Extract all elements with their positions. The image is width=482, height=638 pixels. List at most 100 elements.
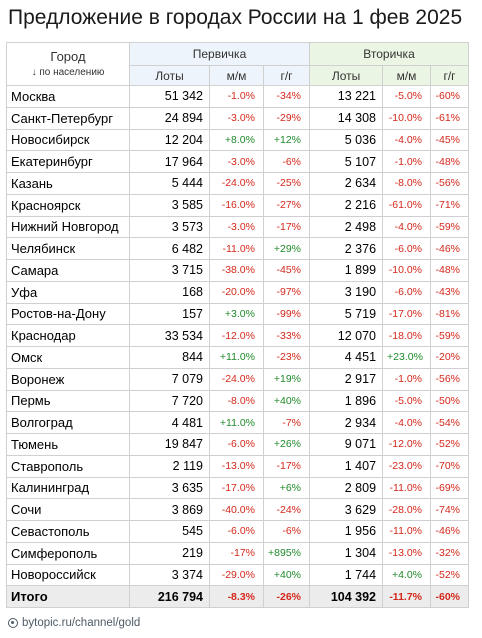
table-row: Уфа 168 -20.0% -97% 3 190 -6.0% -43% (6, 280, 470, 304)
cell-primary-yoy: +26% (262, 433, 311, 456)
cell-primary-lots: 3 869 (129, 498, 210, 521)
city-header-sort-note: ↓ по населению (31, 66, 105, 78)
cell-secondary-mom: -12.0% (382, 433, 432, 456)
cell-secondary-mom: -4.0% (382, 128, 432, 152)
footer-link[interactable]: bytopic.ru/channel/gold (22, 617, 141, 629)
cell-secondary-lots: 2 498 (309, 215, 384, 239)
table-row: Севастополь 545 -6.0% -6% 1 956 -11.0% -46% (6, 520, 470, 543)
cell-secondary-lots: 1 899 (309, 259, 384, 282)
cell-secondary-lots: 14 308 (309, 106, 384, 130)
city-name: Санкт-Петербург (6, 106, 130, 130)
cell-secondary-yoy: -54% (430, 411, 470, 434)
city-name: Тюмень (6, 433, 130, 456)
cell-secondary-lots: 2 917 (309, 367, 384, 391)
cell-secondary-yoy: -60% (430, 85, 470, 108)
cell-secondary-yoy: -52% (430, 433, 470, 456)
cell-primary-mom: -8.3% (209, 585, 264, 608)
table-row: Новороссийск 3 374 -29.0% +40% 1 744 +4.0% -52… (6, 563, 470, 587)
city-name: Ставрополь (6, 454, 130, 478)
cell-secondary-mom: +23.0% (382, 346, 432, 369)
cell-secondary-lots: 1 744 (309, 563, 384, 587)
cell-primary-mom: -16.0% (209, 193, 264, 217)
cell-primary-mom: +3.0% (209, 302, 264, 326)
cell-primary-lots: 24 894 (129, 106, 210, 130)
cell-primary-mom: -3.0% (209, 106, 264, 130)
column-header-primary-mom: м/м (209, 65, 264, 86)
city-name: Краснодар (6, 324, 130, 347)
cell-secondary-yoy: -43% (430, 280, 470, 304)
city-name: Казань (6, 172, 130, 195)
table-row: Нижний Новгород 3 573 -3.0% -17% 2 498 -4.0% -… (6, 215, 470, 239)
cell-primary-lots: 545 (129, 520, 210, 543)
cell-primary-mom: -29.0% (209, 563, 264, 587)
city-name: Самара (6, 259, 130, 282)
link-icon (8, 618, 18, 628)
city-name: Пермь (6, 389, 130, 413)
city-name: Волгоград (6, 411, 130, 434)
header-row-columns: Лоты м/м г/г Лоты м/м г/г (7, 65, 470, 86)
cell-primary-lots: 33 534 (129, 324, 210, 347)
table-row: Симферополь 219 -17% +895% 1 304 -13.0% -32% (6, 541, 470, 565)
cell-primary-lots: 12 204 (129, 128, 210, 152)
table-row: Казань 5 444 -24.0% -25% 2 634 -8.0% -56% (6, 172, 470, 195)
cell-primary-yoy: +40% (262, 563, 311, 587)
table-row: Санкт-Петербург 24 894 -3.0% -29% 14 308 -10.… (6, 106, 470, 130)
city-name: Новороссийск (6, 563, 130, 587)
cell-secondary-yoy: -81% (430, 302, 470, 326)
cell-secondary-lots: 3 629 (309, 498, 384, 521)
table-row: Ставрополь 2 119 -13.0% -17% 1 407 -23.0% -70% (6, 454, 470, 478)
group-header-secondary: Вторичка (309, 42, 470, 66)
cell-secondary-lots: 1 304 (309, 541, 384, 565)
cell-secondary-lots: 1 407 (309, 454, 384, 478)
page-title: Предложение в городах России на 1 фев 20… (8, 6, 463, 29)
cell-primary-mom: -17% (209, 541, 264, 565)
cell-secondary-yoy: -59% (430, 215, 470, 239)
cell-primary-yoy: -45% (262, 259, 311, 282)
cell-primary-lots: 3 374 (129, 563, 210, 587)
cell-secondary-mom: +4.0% (382, 563, 432, 587)
cell-secondary-yoy: -48% (430, 259, 470, 282)
column-header-secondary-lots: Лоты (309, 65, 384, 86)
cell-primary-lots: 216 794 (129, 585, 210, 608)
table-row: Челябинск 6 482 -11.0% +29% 2 376 -6.0% -46% (6, 237, 470, 260)
cell-secondary-mom: -1.0% (382, 150, 432, 173)
city-name: Симферополь (6, 541, 130, 565)
cell-primary-mom: +11.0% (209, 411, 264, 434)
city-name: Уфа (6, 280, 130, 304)
cell-primary-lots: 157 (129, 302, 210, 326)
cell-primary-mom: -8.0% (209, 389, 264, 413)
cell-primary-lots: 5 444 (129, 172, 210, 195)
table-row: Москва 51 342 -1.0% -34% 13 221 -5.0% -60% (6, 85, 470, 108)
cell-primary-yoy: -97% (262, 280, 311, 304)
cell-secondary-lots: 1 956 (309, 520, 384, 543)
table-row: Новосибирск 12 204 +8.0% +12% 5 036 -4.0% -45% (6, 128, 470, 152)
column-header-primary-lots: Лоты (129, 65, 210, 86)
column-header-primary-yoy: г/г (262, 65, 311, 86)
cell-primary-mom: -24.0% (209, 172, 264, 195)
cell-secondary-mom: -10.0% (382, 106, 432, 130)
cell-primary-lots: 17 964 (129, 150, 210, 173)
cell-secondary-lots: 2 216 (309, 193, 384, 217)
cell-secondary-lots: 5 107 (309, 150, 384, 173)
cell-secondary-yoy: -71% (430, 193, 470, 217)
cell-primary-lots: 3 585 (129, 193, 210, 217)
footer: bytopic.ru/channel/gold (8, 617, 140, 629)
cell-secondary-yoy: -52% (430, 563, 470, 587)
cell-primary-lots: 2 119 (129, 454, 210, 478)
cell-primary-yoy: +6% (262, 476, 311, 500)
cell-secondary-mom: -28.0% (382, 498, 432, 521)
cell-secondary-lots: 4 451 (309, 346, 384, 369)
cell-secondary-mom: -13.0% (382, 541, 432, 565)
cell-secondary-lots: 13 221 (309, 85, 384, 108)
cell-primary-mom: -3.0% (209, 150, 264, 173)
cell-secondary-lots: 2 634 (309, 172, 384, 195)
total-label: Итого (6, 585, 130, 608)
cell-primary-mom: -3.0% (209, 215, 264, 239)
cell-secondary-mom: -8.0% (382, 172, 432, 195)
table-row: Калининград 3 635 -17.0% +6% 2 809 -11.0% -69% (6, 476, 470, 500)
cell-secondary-lots: 2 809 (309, 476, 384, 500)
cell-primary-lots: 3 635 (129, 476, 210, 500)
cell-primary-mom: -24.0% (209, 367, 264, 391)
cell-primary-lots: 219 (129, 541, 210, 565)
cell-primary-mom: -38.0% (209, 259, 264, 282)
